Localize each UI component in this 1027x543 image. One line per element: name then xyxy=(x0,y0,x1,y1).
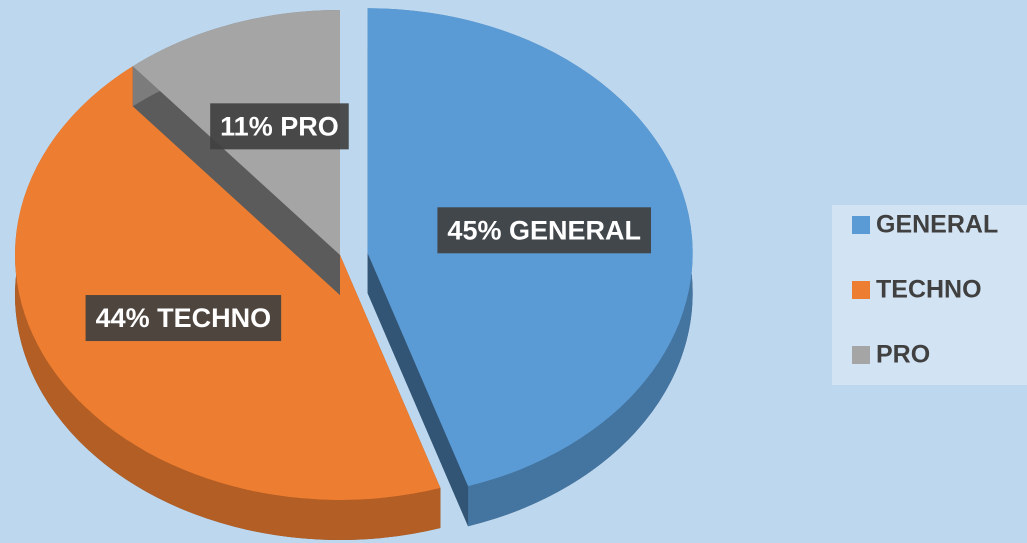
legend-swatch xyxy=(852,281,870,299)
data-label-box xyxy=(210,103,349,150)
legend-label: TECHNO xyxy=(876,276,982,304)
slice-edge xyxy=(367,253,469,527)
legend-swatch xyxy=(852,346,870,364)
data-label: 45% GENERAL xyxy=(447,215,641,245)
legend-label: PRO xyxy=(876,341,930,369)
data-label-box xyxy=(437,207,651,254)
data-label-box xyxy=(85,295,282,342)
legend-label: GENERAL xyxy=(876,211,998,239)
slice-edge xyxy=(132,66,340,295)
data-label: 11% PRO xyxy=(220,111,339,141)
slice-top xyxy=(15,66,441,501)
data-label: 44% TECHNO xyxy=(96,303,272,333)
legend-swatch xyxy=(852,216,870,234)
